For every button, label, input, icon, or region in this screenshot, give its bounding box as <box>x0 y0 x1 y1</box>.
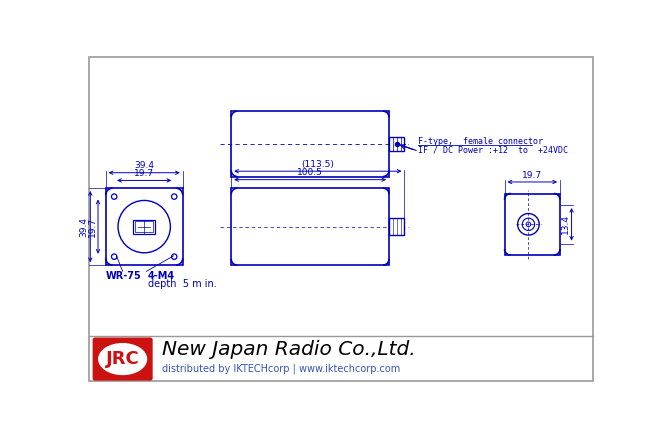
Bar <box>106 188 182 265</box>
Bar <box>389 218 404 235</box>
Text: (113.5): (113.5) <box>302 160 334 169</box>
Text: depth  5 m in.: depth 5 m in. <box>148 279 217 289</box>
Text: 19.7: 19.7 <box>87 216 97 237</box>
FancyBboxPatch shape <box>93 337 153 381</box>
Bar <box>135 221 153 232</box>
Text: IF / DC Power :+12  to  +24VDC: IF / DC Power :+12 to +24VDC <box>418 145 567 154</box>
Text: 39.4: 39.4 <box>79 216 88 237</box>
Text: distributed by IKTECHcorp | www.iktechcorp.com: distributed by IKTECHcorp | www.iktechco… <box>162 363 400 374</box>
Ellipse shape <box>99 344 147 375</box>
Text: 100.5: 100.5 <box>297 168 323 178</box>
Text: 19.7: 19.7 <box>522 171 542 180</box>
Text: New Japan Radio Co.,Ltd.: New Japan Radio Co.,Ltd. <box>162 340 416 359</box>
Bar <box>231 188 389 265</box>
Text: JRC: JRC <box>106 350 139 368</box>
Text: 4-M4: 4-M4 <box>148 271 175 281</box>
Bar <box>505 194 560 255</box>
Bar <box>231 111 389 177</box>
Bar <box>133 220 155 234</box>
Text: WR-75: WR-75 <box>106 271 141 281</box>
Text: F-type,  female connector: F-type, female connector <box>418 137 543 146</box>
Text: 13.4: 13.4 <box>561 214 570 234</box>
Text: 19.7: 19.7 <box>134 169 155 178</box>
Bar <box>389 137 404 151</box>
Text: 39.4: 39.4 <box>135 162 155 170</box>
